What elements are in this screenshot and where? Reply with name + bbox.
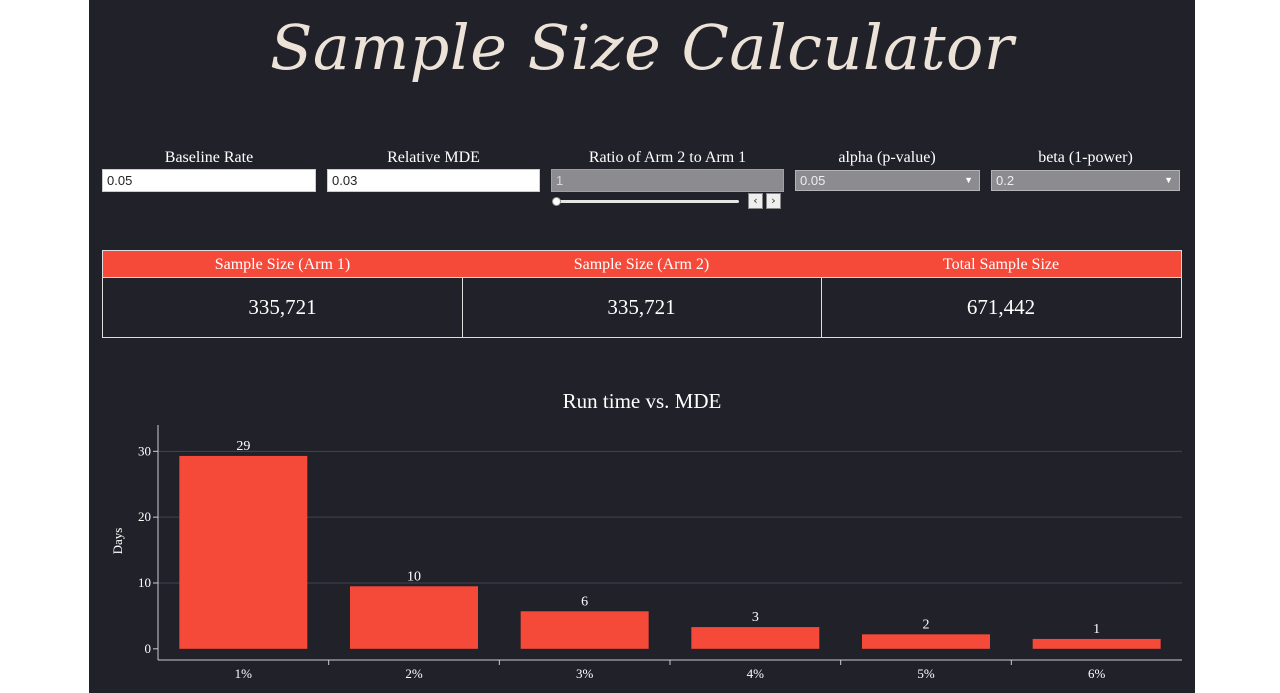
chart-bar (350, 586, 478, 649)
relative-mde-input[interactable] (327, 169, 540, 192)
chevron-left-icon: ‹ (753, 194, 758, 207)
results-column-arm1: Sample Size (Arm 1) 335,721 (103, 251, 463, 337)
ratio-slider-track[interactable] (555, 200, 739, 203)
alpha-select[interactable]: 0.05 ▼ (795, 170, 980, 191)
chart-bar (691, 627, 820, 649)
bar-data-label: 29 (236, 439, 250, 454)
bar-data-label: 3 (752, 610, 759, 625)
beta-selected-value: 0.2 (996, 173, 1015, 188)
beta-label: beta (1-power) (1038, 149, 1133, 166)
bar-data-label: 10 (407, 569, 421, 584)
runtime-chart-svg: Run time vs. MDE Days 29 10 6 3 2 1 0 10 20 30 1%… (110, 389, 1182, 681)
chevron-right-icon: › (771, 194, 776, 207)
arm1-header: Sample Size (Arm 1) (103, 251, 462, 278)
chart-bar (520, 611, 649, 649)
runtime-chart: Run time vs. MDE Days 29 10 6 3 2 1 0 10 20 30 1%… (89, 370, 1195, 693)
chart-bars: 29 10 6 3 2 1 (179, 439, 1161, 649)
caret-down-icon: ▼ (964, 175, 973, 185)
total-sample-size: 671,442 (966, 295, 1036, 319)
x-tick-label: 6% (1088, 666, 1106, 681)
ratio-slider-handle[interactable] (552, 197, 561, 206)
bar-data-label: 2 (923, 617, 930, 632)
arm1-sample-size: 335,721 (248, 295, 317, 319)
y-tick-label: 10 (138, 575, 151, 590)
x-tick-label: 3% (576, 666, 594, 681)
results-table: Sample Size (Arm 1) 335,721 Sample Size … (102, 250, 1182, 338)
y-tick-label: 20 (138, 509, 151, 524)
bar-data-label: 1 (1093, 622, 1100, 637)
chart-axes: 0 10 20 30 1% 2% 3% 4% 5% 6% (138, 425, 1182, 681)
chart-gridlines (158, 450, 1182, 584)
chart-y-axis-label: Days (110, 528, 125, 555)
alpha-label: alpha (p-value) (838, 149, 936, 166)
ratio-label: Ratio of Arm 2 to Arm 1 (588, 149, 747, 166)
results-column-arm2: Sample Size (Arm 2) 335,721 (462, 251, 822, 337)
baseline-rate-label: Baseline Rate (164, 149, 254, 166)
baseline-rate-input[interactable] (102, 169, 316, 192)
chart-bar (1032, 638, 1161, 649)
chart-title: Run time vs. MDE (563, 389, 722, 413)
page-title: Sample Size Calculator (269, 11, 1015, 84)
beta-select[interactable]: 0.2 ▼ (991, 170, 1180, 191)
y-tick-label: 30 (138, 443, 151, 458)
chart-bar (179, 455, 308, 649)
arm2-header: Sample Size (Arm 2) (462, 251, 821, 278)
x-tick-label: 2% (405, 666, 423, 681)
decrement-button[interactable]: ‹ (748, 193, 763, 209)
x-tick-label: 5% (917, 666, 935, 681)
total-header: Total Sample Size (821, 251, 1181, 278)
x-tick-label: 1% (235, 666, 253, 681)
results-column-total: Total Sample Size 671,442 (821, 251, 1181, 337)
bar-data-label: 6 (581, 594, 588, 609)
ratio-input[interactable] (551, 169, 784, 192)
arm2-sample-size: 335,721 (607, 295, 676, 319)
y-tick-label: 0 (145, 641, 152, 656)
relative-mde-label: Relative MDE (387, 149, 480, 166)
app-container: Sample Size Calculator Baseline Rate Rel… (89, 0, 1195, 693)
chart-bar (862, 634, 990, 649)
x-tick-label: 4% (747, 666, 765, 681)
increment-button[interactable]: › (766, 193, 781, 209)
alpha-selected-value: 0.05 (800, 173, 826, 188)
caret-down-icon: ▼ (1164, 175, 1173, 185)
